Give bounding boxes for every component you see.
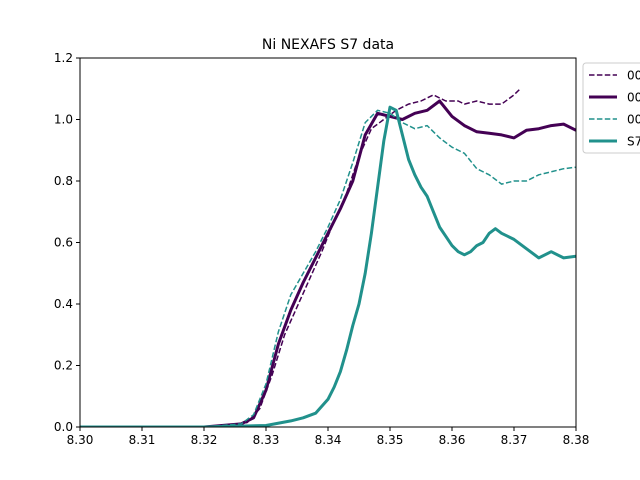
x-tick-label: 8.32	[191, 433, 218, 447]
y-tick-label: 0.2	[54, 359, 73, 373]
legend-label: S7	[627, 135, 640, 149]
y-tick-label: 0.4	[54, 297, 73, 311]
series-line-4	[80, 105, 576, 427]
x-tick-label: 8.34	[315, 433, 342, 447]
x-tick-label: 8.31	[129, 433, 156, 447]
x-tick-label: 8.30	[67, 433, 94, 447]
x-tick-label: 8.38	[563, 433, 590, 447]
legend-box	[582, 62, 640, 154]
series-line-2	[80, 99, 576, 427]
series-layer	[80, 88, 576, 427]
x-tick-label: 8.33	[253, 433, 280, 447]
x-tick-label: 8.37	[501, 433, 528, 447]
x-tick-label: 8.35	[377, 433, 404, 447]
legend-label: 00	[627, 113, 640, 127]
y-tick-label: 1.2	[54, 51, 73, 65]
x-tick-label: 8.36	[439, 433, 466, 447]
legend: 00 00 00 S7	[582, 62, 640, 154]
y-tick-label: 1.0	[54, 113, 73, 127]
y-tick-label: 0.6	[54, 236, 73, 250]
x-axis: 8.30 8.31 8.32 8.33 8.34 8.35 8.36 8.37 8.38	[67, 427, 590, 447]
legend-label: 00	[627, 91, 640, 105]
legend-label: 00	[627, 69, 640, 83]
y-tick-label: 0.0	[54, 420, 73, 434]
y-tick-label: 0.8	[54, 174, 73, 188]
chart-title: Ni NEXAFS S7 data	[262, 37, 394, 53]
series-line-3	[80, 109, 576, 427]
y-axis: 0.0 0.2 0.4 0.6 0.8 1.0 1.2	[54, 51, 80, 434]
